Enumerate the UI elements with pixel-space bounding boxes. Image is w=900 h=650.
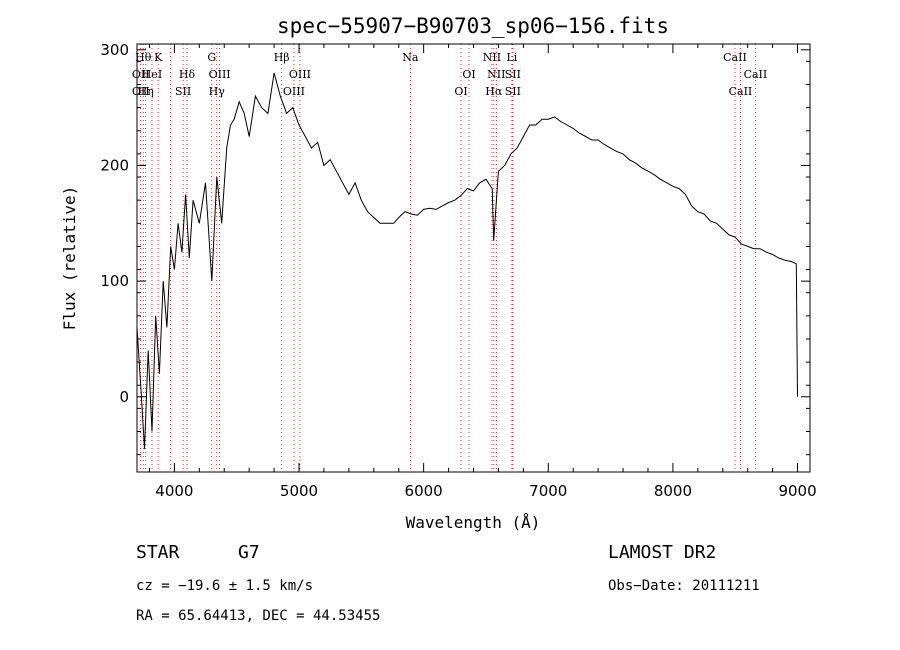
x-tick-label: 7000 <box>529 482 567 500</box>
line-label: OIII <box>289 68 311 81</box>
line-label: CaII <box>723 51 747 64</box>
plot-frame <box>136 43 811 473</box>
line-label: SII <box>505 85 521 98</box>
line-label: OII <box>132 68 150 81</box>
x-tick-label: 4000 <box>155 482 193 500</box>
x-tick-label: 8000 <box>654 482 692 500</box>
chart-title: spec−55907−B90703_sp06−156.fits <box>277 14 669 38</box>
x-tick-label: 6000 <box>405 482 443 500</box>
x-axis-label: Wavelength (Å) <box>406 513 541 532</box>
line-label: Hθ <box>135 51 152 64</box>
y-tick-label: 100 <box>100 272 129 290</box>
observation-date: Obs−Date: 20111211 <box>608 578 760 594</box>
line-label: Hβ <box>274 51 290 64</box>
line-label: OIII <box>209 68 231 81</box>
survey-name: LAMOST DR2 <box>608 542 716 563</box>
object-class: STAR <box>136 542 180 563</box>
x-tick-label: 9000 <box>778 482 816 500</box>
line-label: SII <box>505 68 521 81</box>
line-label: OII <box>132 85 150 98</box>
y-axis-label: Flux (relative) <box>60 186 79 331</box>
velocity-cz: cz = −19.6 ± 1.5 km/s <box>136 578 313 594</box>
y-axis: 0 100 200 300 <box>100 41 810 456</box>
line-label: Hα <box>485 85 503 98</box>
subclass: G7 <box>238 542 260 563</box>
spectral-line-labels: OII OII Hθ Hη HeI K SII Hδ G Hγ OIII Hβ OIII OIII Na OI… <box>132 51 767 98</box>
line-label: OI <box>454 85 467 98</box>
x-tick-label: 5000 <box>280 482 318 500</box>
line-label: K <box>154 51 163 64</box>
line-label: Hη <box>138 85 154 98</box>
line-label: Hδ <box>179 68 196 81</box>
line-label: OI <box>462 68 475 81</box>
line-label: NII <box>483 51 501 64</box>
line-label: G <box>207 51 216 64</box>
line-label: SII <box>175 85 191 98</box>
line-label: NII <box>487 68 505 81</box>
line-label: Hγ <box>209 85 226 98</box>
y-tick-label: 300 <box>100 41 129 59</box>
spectrum-line <box>136 72 798 449</box>
line-label: CaII <box>729 85 753 98</box>
y-tick-label: 200 <box>100 156 129 174</box>
spectral-line-markers <box>140 44 756 472</box>
y-tick-label: 0 <box>119 388 129 406</box>
line-label: CaII <box>744 68 768 81</box>
x-axis: 4000 5000 6000 7000 8000 9000 <box>148 44 817 500</box>
line-label: OIII <box>283 85 305 98</box>
line-label: HeI <box>142 68 162 81</box>
line-label: Li <box>506 51 517 64</box>
ra-dec: RA = 65.64413, DEC = 44.53455 <box>136 608 380 624</box>
line-label: Na <box>402 51 419 64</box>
